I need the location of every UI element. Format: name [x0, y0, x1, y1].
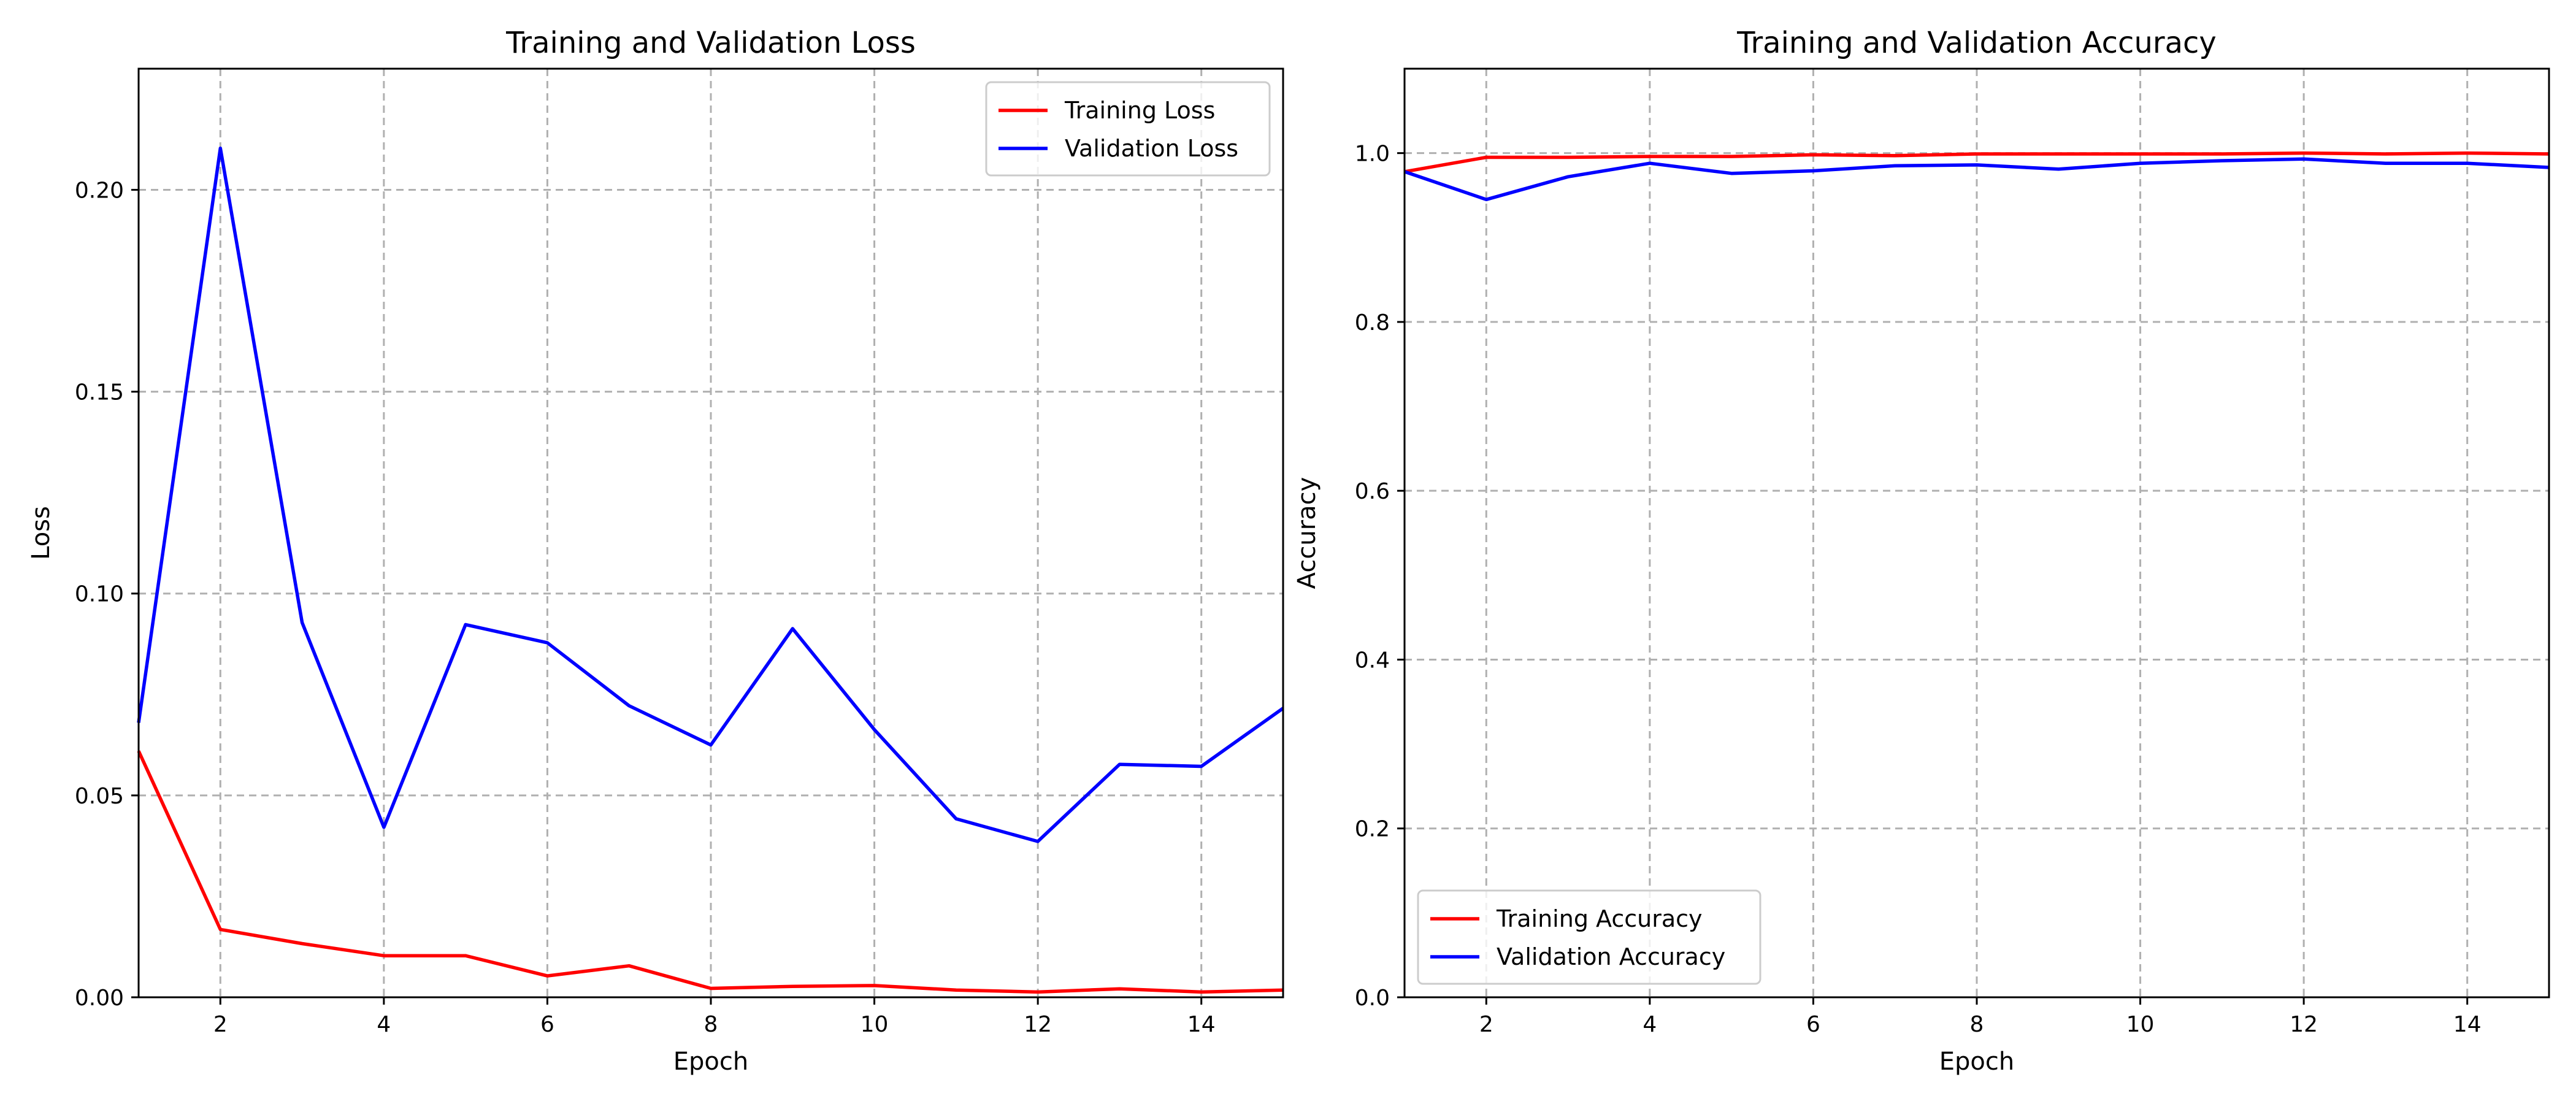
loss-x-tick-label: 10 [861, 1012, 889, 1037]
loss-chart: 2 4 6 8 10 12 14 0.00 0.05 0.10 0.15 0.20 Training a… [27, 26, 1284, 1076]
validation-loss-legend-label: Validation Loss [1065, 135, 1238, 162]
accuracy-x-tick-label: 4 [1643, 1012, 1657, 1037]
accuracy-x-tick-label: 2 [1479, 1012, 1493, 1037]
accuracy-legend-box [1417, 889, 1761, 985]
accuracy-y-tick-label: 0.4 [1355, 648, 1390, 673]
accuracy-x-axis-label: Epoch [1939, 1048, 2014, 1076]
accuracy-x-tick-label: 8 [1970, 1012, 1984, 1037]
accuracy-x-tick-label: 14 [2453, 1012, 2482, 1037]
accuracy-y-tick-label: 0.0 [1355, 986, 1390, 1011]
accuracy-y-tick-label: 0.2 [1355, 817, 1390, 842]
training-accuracy-legend-label: Training Accuracy [1496, 905, 1703, 932]
loss-x-tick-label: 4 [377, 1012, 391, 1037]
validation-accuracy-line [1404, 157, 2550, 202]
loss-x-tick-label: 14 [1187, 1012, 1216, 1037]
accuracy-y-tick-label: 0.8 [1355, 310, 1390, 335]
loss-x-tick-label: 6 [540, 1012, 554, 1037]
loss-x-tick-label: 2 [213, 1012, 228, 1037]
accuracy-chart: 2 4 6 8 10 12 14 0.0 0.2 0.4 0.6 0.8 1.0 Training and… [1293, 26, 2550, 1076]
accuracy-x-tick-label: 12 [2290, 1012, 2318, 1037]
loss-legend-box [985, 81, 1271, 177]
accuracy-y-tick-label: 0.6 [1355, 479, 1390, 504]
accuracy-x-tick-label: 6 [1806, 1012, 1820, 1037]
loss-y-axis-label: Loss [27, 506, 55, 560]
training-loss-line [137, 750, 1284, 994]
loss-x-axis-label: Epoch [673, 1048, 748, 1076]
loss-y-tick-label: 0.05 [75, 784, 124, 809]
loss-y-tick-label: 0.15 [75, 380, 124, 405]
loss-chart-title: Training and Validation Loss [505, 26, 916, 60]
training-accuracy-line [1404, 151, 2550, 174]
accuracy-legend: Training Accuracy Validation Accuracy [1417, 889, 1761, 985]
loss-x-tick-label: 8 [704, 1012, 718, 1037]
loss-y-tick-label: 0.00 [75, 986, 124, 1011]
validation-accuracy-legend-label: Validation Accuracy [1497, 943, 1725, 970]
validation-loss-line [137, 146, 1284, 843]
loss-x-tick-label: 12 [1024, 1012, 1052, 1037]
accuracy-y-axis-label: Accuracy [1293, 477, 1321, 589]
accuracy-y-tick-label: 1.0 [1355, 142, 1390, 167]
accuracy-chart-title: Training and Validation Accuracy [1736, 26, 2217, 60]
loss-y-tick-label: 0.20 [75, 178, 124, 203]
loss-y-tick-label: 0.10 [75, 582, 124, 607]
accuracy-x-tick-label: 10 [2126, 1012, 2155, 1037]
training-loss-legend-label: Training Loss [1064, 97, 1215, 124]
loss-legend: Training Loss Validation Loss [985, 81, 1271, 177]
